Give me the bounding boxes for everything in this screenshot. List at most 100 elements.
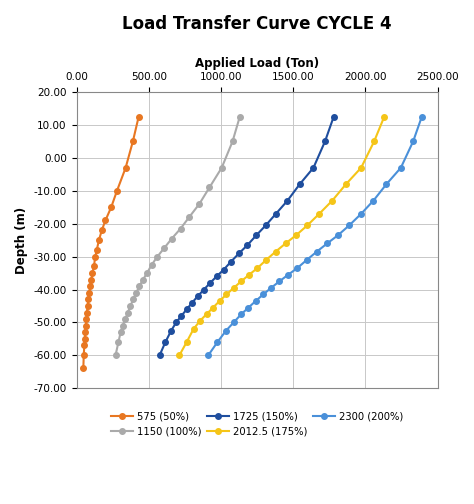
2300 (200%) [383, 181, 389, 187]
2300 (200%) [231, 320, 237, 326]
1150 (100%) [161, 245, 167, 251]
2012.5 (175%) [176, 352, 182, 358]
1150 (100%) [186, 214, 192, 220]
1725 (150%) [207, 280, 213, 286]
2012.5 (175%) [210, 304, 216, 310]
Legend: 575 (50%), 1150 (100%), 1725 (150%), 2012.5 (175%), 2300 (200%): 575 (50%), 1150 (100%), 1725 (150%), 201… [108, 408, 407, 439]
1725 (150%) [236, 250, 242, 257]
2300 (200%) [294, 265, 300, 271]
1150 (100%) [133, 290, 139, 296]
2012.5 (175%) [246, 272, 252, 278]
2300 (200%) [215, 339, 220, 345]
2300 (200%) [260, 291, 266, 297]
2300 (200%) [223, 328, 229, 334]
2300 (200%) [285, 272, 291, 278]
1725 (150%) [195, 293, 201, 299]
575 (50%) [86, 290, 92, 296]
2012.5 (175%) [224, 291, 229, 297]
2012.5 (175%) [238, 278, 244, 284]
2300 (200%) [371, 198, 376, 204]
Line: 2012.5 (175%): 2012.5 (175%) [177, 114, 387, 358]
575 (50%) [81, 352, 87, 358]
575 (50%) [82, 336, 88, 342]
1725 (150%) [322, 139, 328, 145]
2012.5 (175%) [304, 222, 310, 228]
575 (50%) [82, 342, 87, 348]
575 (50%) [83, 323, 89, 329]
2012.5 (175%) [316, 211, 322, 217]
Y-axis label: Depth (m): Depth (m) [15, 207, 28, 274]
1150 (100%) [116, 339, 121, 345]
1150 (100%) [169, 235, 175, 241]
2300 (200%) [419, 114, 425, 120]
2012.5 (175%) [191, 326, 196, 332]
575 (50%) [84, 309, 90, 316]
575 (50%) [91, 264, 97, 270]
2012.5 (175%) [204, 311, 210, 317]
2300 (200%) [246, 304, 251, 310]
2012.5 (175%) [371, 139, 377, 145]
575 (50%) [136, 114, 142, 120]
1150 (100%) [122, 316, 128, 322]
575 (50%) [82, 329, 88, 335]
1150 (100%) [149, 262, 155, 268]
2012.5 (175%) [217, 298, 222, 304]
1725 (150%) [201, 286, 207, 292]
2012.5 (175%) [283, 240, 288, 246]
Line: 575 (50%): 575 (50%) [81, 114, 141, 371]
1150 (100%) [137, 283, 142, 289]
1150 (100%) [144, 270, 150, 276]
X-axis label: Applied Load (Ton): Applied Load (Ton) [195, 57, 319, 70]
575 (50%) [85, 303, 91, 309]
2012.5 (175%) [382, 114, 387, 120]
1725 (150%) [254, 232, 259, 238]
2012.5 (175%) [197, 318, 203, 324]
575 (50%) [99, 227, 105, 233]
2300 (200%) [335, 232, 341, 238]
1725 (150%) [184, 306, 190, 312]
1725 (150%) [263, 222, 269, 228]
2300 (200%) [324, 240, 330, 246]
1150 (100%) [113, 352, 118, 358]
575 (50%) [114, 188, 120, 194]
575 (50%) [90, 270, 95, 276]
1150 (100%) [130, 296, 136, 302]
2012.5 (175%) [264, 257, 269, 263]
2300 (200%) [410, 139, 416, 145]
1150 (100%) [207, 184, 212, 191]
1150 (100%) [155, 254, 160, 260]
1725 (150%) [157, 352, 163, 358]
575 (50%) [94, 247, 100, 253]
1150 (100%) [219, 165, 225, 171]
2300 (200%) [238, 311, 244, 317]
1150 (100%) [125, 309, 131, 316]
Line: 2300 (200%): 2300 (200%) [206, 114, 425, 358]
1150 (100%) [237, 114, 243, 120]
575 (50%) [92, 254, 98, 260]
1725 (150%) [273, 211, 279, 217]
1150 (100%) [230, 139, 236, 145]
1725 (150%) [163, 339, 168, 345]
2300 (200%) [253, 298, 258, 304]
2012.5 (175%) [358, 165, 364, 171]
2012.5 (175%) [273, 248, 278, 255]
2300 (200%) [398, 165, 404, 171]
1150 (100%) [120, 323, 126, 329]
Title: Load Transfer Curve CYCLE 4: Load Transfer Curve CYCLE 4 [122, 15, 392, 33]
1725 (150%) [221, 267, 227, 273]
1725 (150%) [245, 242, 250, 248]
1150 (100%) [118, 329, 123, 335]
1150 (100%) [178, 226, 183, 232]
575 (50%) [96, 237, 102, 243]
2300 (200%) [314, 248, 319, 255]
Line: 1150 (100%): 1150 (100%) [113, 114, 243, 358]
575 (50%) [89, 277, 94, 283]
575 (50%) [102, 217, 108, 223]
575 (50%) [87, 283, 93, 289]
2012.5 (175%) [293, 232, 299, 238]
2300 (200%) [268, 285, 274, 291]
1725 (150%) [297, 181, 302, 187]
575 (50%) [130, 139, 136, 145]
Line: 1725 (150%): 1725 (150%) [157, 114, 337, 358]
2300 (200%) [358, 211, 364, 217]
